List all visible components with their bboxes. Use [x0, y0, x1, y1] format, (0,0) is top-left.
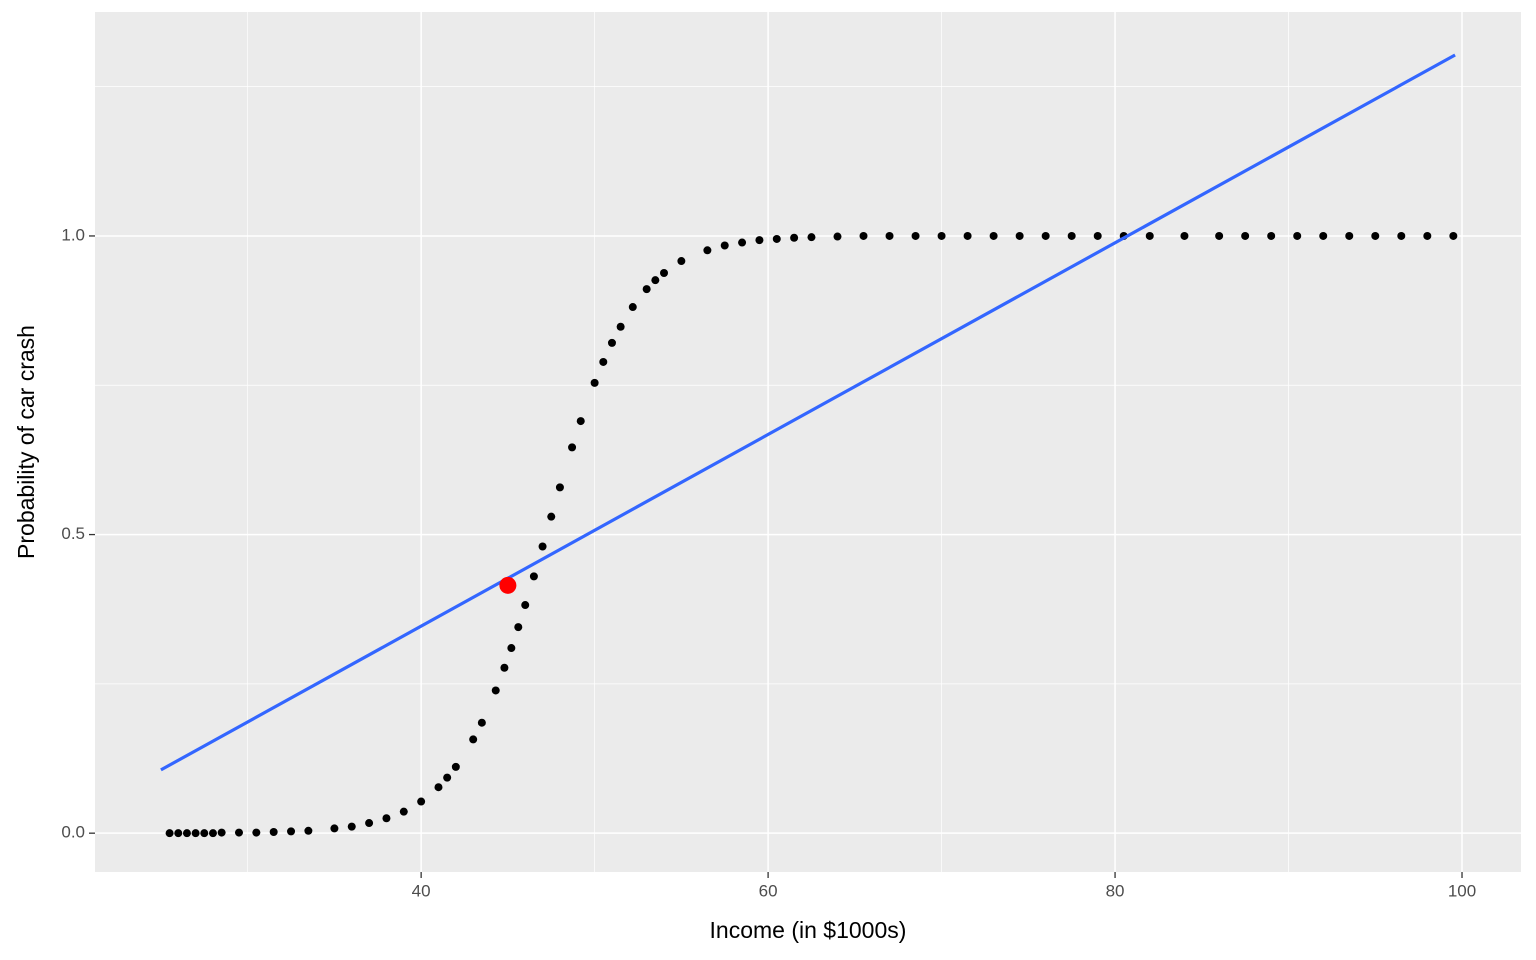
y-tick-label: 0.0 — [61, 823, 85, 842]
point — [500, 663, 509, 672]
point — [217, 828, 226, 837]
point — [1449, 231, 1458, 240]
point — [443, 773, 452, 782]
axes: 40 60 80 100 0.0 0.5 1.0 — [61, 225, 1476, 900]
point — [738, 238, 747, 247]
point — [859, 231, 868, 240]
point — [234, 828, 243, 837]
point — [165, 829, 174, 838]
point — [547, 512, 556, 521]
point — [330, 824, 339, 833]
point — [642, 285, 651, 294]
point — [434, 783, 443, 792]
point — [755, 236, 764, 245]
x-tick-label: 100 — [1448, 881, 1476, 900]
point — [989, 231, 998, 240]
x-tick-label: 60 — [759, 881, 778, 900]
point — [347, 822, 356, 831]
point — [491, 686, 500, 695]
point — [451, 762, 460, 771]
point — [1319, 231, 1328, 240]
point — [607, 338, 616, 347]
point — [469, 735, 478, 744]
marks — [160, 53, 1458, 838]
point — [1215, 231, 1224, 240]
point — [417, 797, 426, 806]
point — [790, 233, 799, 242]
y-tick-label: 1.0 — [61, 225, 85, 244]
point — [660, 268, 669, 277]
point — [703, 246, 712, 255]
point — [287, 827, 296, 836]
point — [885, 231, 894, 240]
point — [382, 814, 391, 823]
point — [590, 378, 599, 387]
point — [1145, 231, 1154, 240]
point — [538, 542, 547, 551]
point — [772, 234, 781, 243]
point — [1293, 231, 1302, 240]
point — [191, 829, 200, 838]
point — [911, 231, 920, 240]
x-tick-label: 80 — [1106, 881, 1125, 900]
point — [174, 829, 183, 838]
point — [677, 257, 686, 266]
point — [1180, 231, 1189, 240]
highlight-point — [499, 576, 517, 594]
point — [1371, 231, 1380, 240]
point — [628, 303, 637, 312]
fit-line — [160, 53, 1456, 772]
y-axis-title: Probability of car crash — [13, 325, 39, 559]
point — [833, 232, 842, 241]
point — [269, 827, 278, 836]
point — [1015, 231, 1024, 240]
point — [651, 276, 660, 285]
point — [568, 443, 577, 452]
point — [720, 241, 729, 250]
point — [1067, 231, 1076, 240]
y-tick-label: 0.5 — [61, 524, 85, 543]
point — [963, 231, 972, 240]
point — [200, 829, 209, 838]
point — [1241, 231, 1250, 240]
point — [1267, 231, 1276, 240]
point — [807, 233, 816, 242]
point — [521, 601, 530, 610]
point — [1041, 231, 1050, 240]
point — [576, 417, 585, 426]
point — [182, 829, 191, 838]
point — [399, 807, 408, 816]
point — [1345, 231, 1354, 240]
point — [208, 829, 217, 838]
point — [529, 572, 538, 581]
x-tick-label: 40 — [412, 881, 431, 900]
point — [365, 819, 374, 828]
x-axis-title: Income (in $1000s) — [710, 917, 907, 943]
point — [616, 322, 625, 331]
point — [304, 826, 313, 835]
point — [937, 231, 946, 240]
point — [252, 828, 261, 837]
point — [1423, 231, 1432, 240]
plot-panel — [95, 12, 1521, 872]
point — [514, 623, 523, 632]
point — [1093, 231, 1102, 240]
point — [555, 483, 564, 492]
point — [477, 718, 486, 727]
point — [507, 644, 516, 653]
point — [1397, 231, 1406, 240]
point — [599, 357, 608, 366]
